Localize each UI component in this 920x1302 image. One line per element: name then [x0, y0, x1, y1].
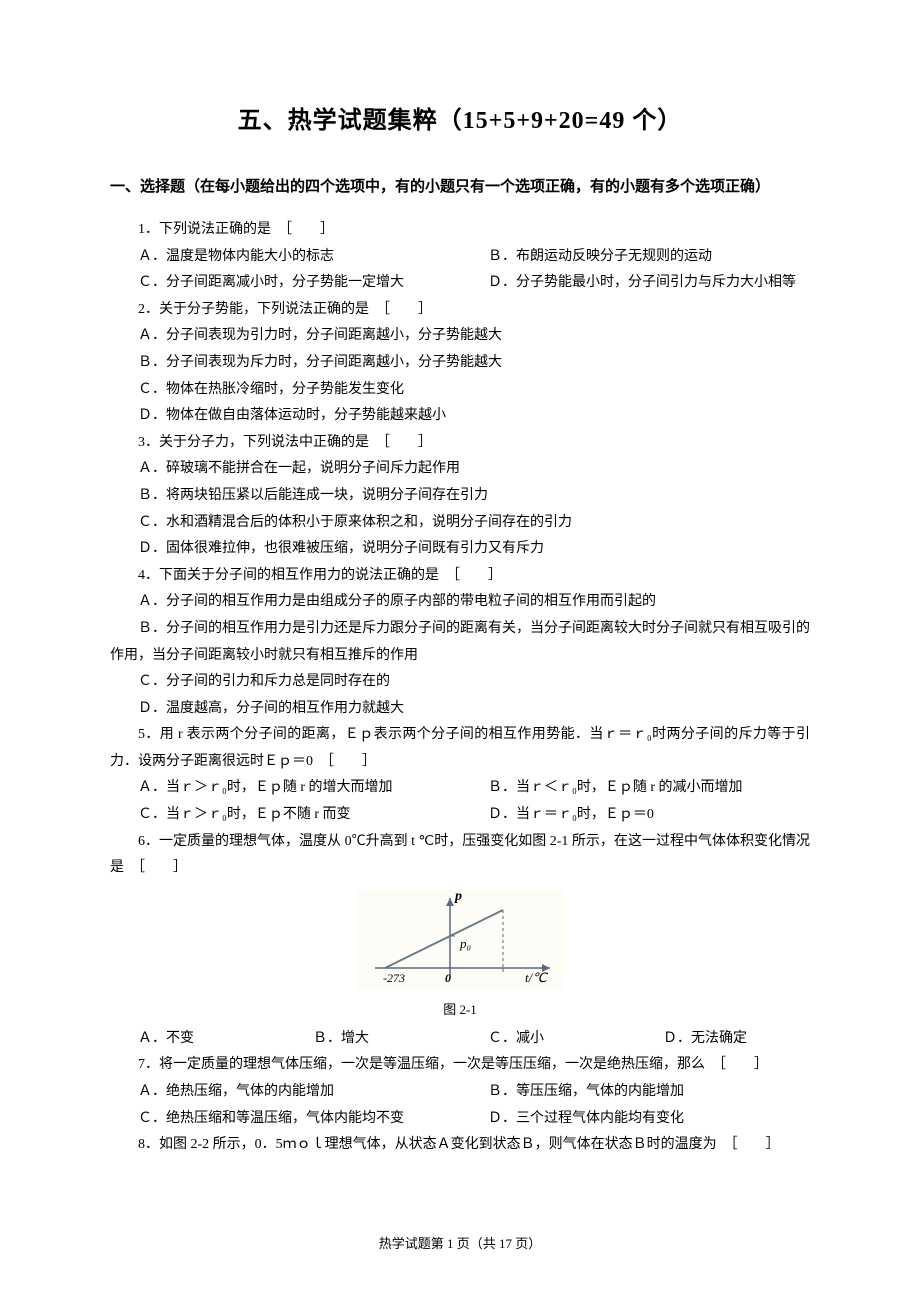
q6-option-a: Ａ．不变 [110, 1026, 285, 1053]
q1-option-c: Ｃ．分子间距离减小时，分子势能一定增大 [110, 270, 460, 297]
q6-stem-text: 6．一定质量的理想气体，温度从 0℃升高到 t ℃时，压强变化如图 2-1 所示… [110, 834, 810, 876]
q2-option-b: Ｂ．分子间表现为斥力时，分子间距离越小，分子势能越大 [110, 350, 810, 377]
q7-option-c: Ｃ．绝热压缩和等温压缩，气体内能均不变 [110, 1106, 460, 1133]
x-left-label: -273 [383, 971, 405, 985]
section-header: 一、选择题（在每小题给出的四个选项中，有的小题只有一个选项正确，有的小题有多个选… [110, 175, 810, 199]
q7-options-row2: Ｃ．绝热压缩和等温压缩，气体内能均不变 Ｄ．三个过程气体内能均有变化 [110, 1106, 810, 1133]
q3-option-c: Ｃ．水和酒精混合后的体积小于原来体积之和，说明分子间存在的引力 [110, 510, 810, 537]
q5-option-a: Ａ．当ｒ＞ｒ₀时，Ｅｐ随 r 的增大而增加 [110, 775, 460, 802]
x-axis-label: t/℃ [525, 970, 548, 985]
q3-stem: 3．关于分子力，下列说法中正确的是 ［ ］ [110, 430, 810, 457]
figure-2-1-caption: 图 2-1 [110, 999, 810, 1018]
q5-stem: 5．用 r 表示两个分子间的距离，Ｅｐ表示两个分子间的相互作用势能．当ｒ＝ｒ₀时… [110, 722, 810, 775]
q4-option-c: Ｃ．分子间的引力和斥力总是同时存在的 [110, 669, 810, 696]
q4-option-a: Ａ．分子间的相互作用力是由组成分子的原子内部的带电粒子间的相互作用而引起的 [110, 589, 810, 616]
q6-option-b: Ｂ．增大 [285, 1026, 460, 1053]
figure-2-1-svg: p p₀ -273 0 t/℃ [355, 890, 565, 990]
q7-option-b: Ｂ．等压压缩，气体的内能增加 [460, 1079, 810, 1106]
q1-option-b: Ｂ．布朗运动反映分子无规则的运动 [460, 244, 810, 271]
q5-option-c: Ｃ．当ｒ＞ｒ₀时，Ｅｐ不随 r 而变 [110, 802, 460, 829]
q5-option-d: Ｄ．当ｒ＝ｒ₀时，Ｅｐ＝0 [460, 802, 810, 829]
page-title: 五、热学试题集粹（15+5+9+20=49 个） [110, 100, 810, 135]
q3-option-d: Ｄ．固体很难拉伸，也很难被压缩，说明分子间既有引力又有斥力 [110, 536, 810, 563]
q1-stem: 1．下列说法正确的是 ［ ］ [110, 217, 810, 244]
q1-options-row1: Ａ．温度是物体内能大小的标志 Ｂ．布朗运动反映分子无规则的运动 [110, 244, 810, 271]
page: 五、热学试题集粹（15+5+9+20=49 个） 一、选择题（在每小题给出的四个… [0, 0, 920, 1302]
q7-option-d: Ｄ．三个过程气体内能均有变化 [460, 1106, 810, 1133]
q4-stem: 4．下面关于分子间的相互作用力的说法正确的是 ［ ］ [110, 563, 810, 590]
q2-option-c: Ｃ．物体在热胀冷缩时，分子势能发生变化 [110, 377, 810, 404]
q1-option-d: Ｄ．分子势能最小时，分子间引力与斥力大小相等 [460, 270, 810, 297]
q7-options-row1: Ａ．绝热压缩，气体的内能增加 Ｂ．等压压缩，气体的内能增加 [110, 1079, 810, 1106]
q4-option-b: Ｂ．分子间的相互作用力是引力还是斥力跟分子间的距离有关，当分子间距离较大时分子间… [110, 616, 810, 669]
p0-label: p₀ [459, 936, 471, 951]
q5-options-row2: Ｃ．当ｒ＞ｒ₀时，Ｅｐ不随 r 而变 Ｄ．当ｒ＝ｒ₀时，Ｅｐ＝0 [110, 802, 810, 829]
y-label: p [454, 890, 462, 904]
q6-option-d: Ｄ．无法确定 [635, 1026, 810, 1053]
q3-option-a: Ａ．碎玻璃不能拼合在一起，说明分子间斥力起作用 [110, 456, 810, 483]
figure-2-1: p p₀ -273 0 t/℃ [110, 890, 810, 995]
origin-label: 0 [445, 971, 451, 985]
q2-stem: 2．关于分子势能，下列说法正确的是 ［ ］ [110, 297, 810, 324]
q3-option-b: Ｂ．将两块铅压紧以后能连成一块，说明分子间存在引力 [110, 483, 810, 510]
q2-option-d: Ｄ．物体在做自由落体运动时，分子势能越来越小 [110, 403, 810, 430]
q4-option-b-text: Ｂ．分子间的相互作用力是引力还是斥力跟分子间的距离有关，当分子间距离较大时分子间… [110, 621, 810, 663]
q7-option-a: Ａ．绝热压缩，气体的内能增加 [110, 1079, 460, 1106]
q1-options-row2: Ｃ．分子间距离减小时，分子势能一定增大 Ｄ．分子势能最小时，分子间引力与斥力大小… [110, 270, 810, 297]
q6-option-c: Ｃ．减小 [460, 1026, 635, 1053]
q7-stem: 7．将一定质量的理想气体压缩，一次是等温压缩，一次是等压压缩，一次是绝热压缩，那… [110, 1052, 810, 1079]
q1-option-a: Ａ．温度是物体内能大小的标志 [110, 244, 460, 271]
q6-options-row: Ａ．不变 Ｂ．增大 Ｃ．减小 Ｄ．无法确定 [110, 1026, 810, 1053]
page-footer: 热学试题第 1 页（共 17 页） [110, 1233, 810, 1252]
q2-option-a: Ａ．分子间表现为引力时，分子间距离越小，分子势能越大 [110, 323, 810, 350]
q6-stem: 6．一定质量的理想气体，温度从 0℃升高到 t ℃时，压强变化如图 2-1 所示… [110, 829, 810, 882]
q5-option-b: Ｂ．当ｒ＜ｒ₀时，Ｅｐ随 r 的减小而增加 [460, 775, 810, 802]
q4-option-d: Ｄ．温度越高，分子间的相互作用力就越大 [110, 696, 810, 723]
q8-stem: 8．如图 2-2 所示，0．5ｍｏｌ理想气体，从状态Ａ变化到状态Ｂ，则气体在状态… [110, 1132, 810, 1159]
q5-stem-text: 5．用 r 表示两个分子间的距离，Ｅｐ表示两个分子间的相互作用势能．当ｒ＝ｒ₀时… [110, 727, 810, 769]
q5-options-row1: Ａ．当ｒ＞ｒ₀时，Ｅｐ随 r 的增大而增加 Ｂ．当ｒ＜ｒ₀时，Ｅｐ随 r 的减小… [110, 775, 810, 802]
